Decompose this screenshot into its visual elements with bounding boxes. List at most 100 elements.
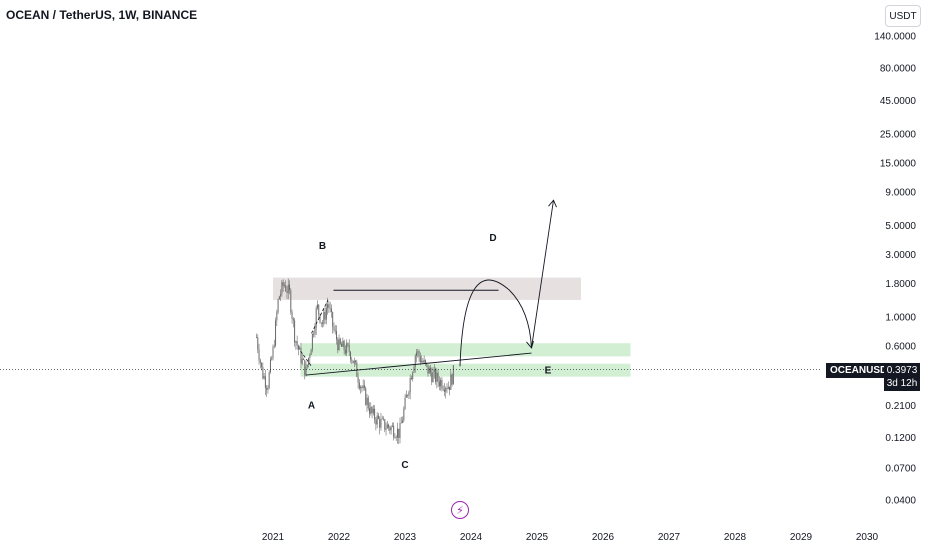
candle-body: [412, 372, 414, 380]
candle: [272, 344, 274, 361]
candle-body: [308, 357, 310, 365]
candle-body: [370, 406, 372, 414]
candle-body: [258, 349, 260, 361]
candle: [305, 361, 307, 377]
candle-body: [344, 350, 346, 354]
candle-body: [330, 308, 332, 312]
candle-body: [413, 366, 415, 373]
candle-body: [352, 360, 354, 364]
candle-body: [362, 385, 364, 388]
candle-body: [328, 304, 330, 308]
candle-body: [289, 284, 291, 291]
candle-body: [405, 395, 407, 398]
candle: [417, 348, 419, 358]
candle-body: [256, 337, 257, 338]
candle-body: [266, 387, 268, 390]
candle: [361, 385, 363, 393]
candle-body: [417, 351, 419, 353]
candle: [440, 377, 442, 391]
candle: [427, 364, 429, 377]
candle-body: [349, 351, 351, 360]
candle-body: [436, 372, 438, 383]
candle: [452, 364, 454, 385]
candle: [385, 422, 387, 436]
candle: [324, 306, 326, 325]
candle-body: [262, 366, 264, 379]
candle: [352, 360, 354, 364]
y-tick-label: 9.0000: [885, 188, 916, 199]
candle: [341, 341, 343, 347]
candle-body: [292, 318, 294, 321]
candle-body: [424, 360, 426, 363]
wave-label-B: B: [319, 241, 326, 252]
candle-body: [294, 320, 296, 343]
y-axis: 140.0000 80.0000 45.0000 25.0000 15.0000 9.00…: [874, 32, 916, 507]
candle: [322, 320, 324, 328]
candle-body: [379, 418, 381, 428]
candle: [308, 357, 310, 368]
candle-body: [371, 406, 373, 414]
candle-body: [447, 386, 449, 389]
trend-line-dashed-1: [311, 299, 329, 334]
currency-button[interactable]: USDT: [885, 5, 921, 27]
candle: [336, 325, 338, 345]
candle-body: [384, 419, 386, 430]
candle: [337, 337, 339, 354]
candle: [421, 355, 423, 363]
candle: [299, 345, 301, 350]
candle-body: [421, 360, 423, 363]
candle: [449, 386, 451, 396]
candle-body: [440, 379, 442, 387]
candle: [432, 366, 434, 383]
candle: [443, 383, 445, 397]
candle: [276, 309, 278, 326]
projection-arc: [459, 279, 532, 367]
candle: [330, 304, 332, 318]
candle: [295, 340, 297, 350]
candle: [374, 405, 376, 424]
candle: [306, 364, 308, 369]
candle: [412, 371, 414, 382]
candle: [287, 278, 289, 300]
candle: [342, 337, 344, 347]
candle-body: [398, 428, 400, 438]
candle-body: [347, 343, 349, 346]
candle: [384, 418, 386, 433]
bar-countdown: 3d 12h: [886, 378, 918, 389]
candle-body: [351, 359, 353, 361]
candle: [347, 342, 349, 348]
candle: [281, 280, 283, 297]
candle-body: [276, 312, 278, 321]
candle: [329, 301, 331, 313]
candle-body: [451, 374, 453, 385]
y-tick-label: 80.0000: [880, 63, 917, 74]
candle: [316, 300, 318, 310]
x-tick-label: 2027: [658, 532, 681, 543]
y-tick-label: 45.0000: [880, 96, 917, 107]
y-tick-label: 25.0000: [880, 129, 917, 140]
candle: [268, 370, 270, 390]
candle: [310, 348, 312, 356]
candle: [357, 372, 359, 389]
candle-body: [375, 419, 377, 425]
candle-body: [452, 365, 454, 385]
candle: [383, 416, 384, 421]
candle-body: [306, 364, 308, 367]
candle-body: [357, 376, 359, 383]
candle-body: [272, 346, 274, 359]
candle-body: [287, 284, 289, 293]
candle-body: [311, 333, 313, 350]
candle: [446, 383, 448, 394]
candle-body: [267, 387, 269, 390]
candle: [294, 318, 296, 347]
candle: [313, 330, 315, 338]
x-tick-label: 2022: [328, 532, 351, 543]
up-arrowhead: [548, 199, 557, 208]
zone-resistance: [273, 277, 581, 300]
candle-body: [403, 408, 405, 421]
candle: [388, 423, 390, 431]
projection-up-arrow: [531, 200, 554, 349]
lightning-bolt-icon[interactable]: ⚡: [451, 501, 469, 519]
candle-body: [285, 285, 287, 292]
